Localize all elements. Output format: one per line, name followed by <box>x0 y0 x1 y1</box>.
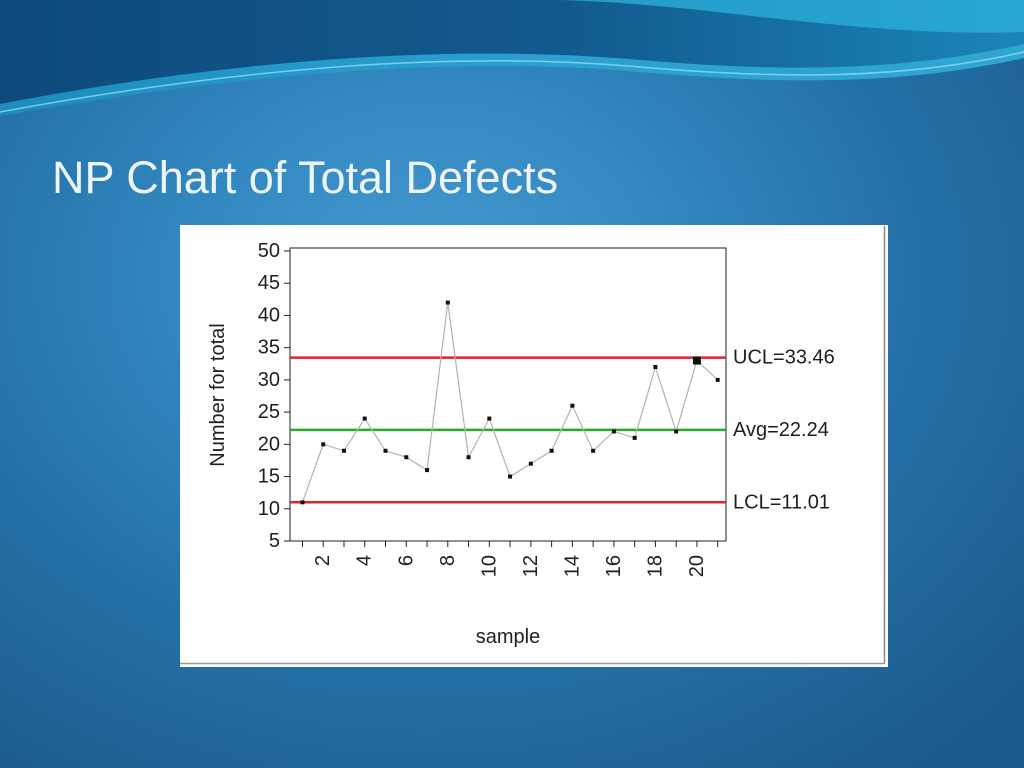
data-point <box>591 448 596 453</box>
data-point <box>508 474 513 479</box>
y-tick-label: 50 <box>258 240 280 262</box>
data-point <box>321 442 326 447</box>
data-point <box>611 429 616 434</box>
x-tick-label: 18 <box>644 555 666 577</box>
lcl-label: LCL=11.01 <box>733 491 830 513</box>
data-point <box>383 448 388 453</box>
slide-title: NP Chart of Total Defects <box>52 152 559 203</box>
y-tick-label: 30 <box>258 369 280 391</box>
data-point <box>300 500 305 505</box>
highlighted-data-point <box>692 356 701 365</box>
y-tick-label: 35 <box>258 337 280 359</box>
y-tick-label: 10 <box>258 498 280 520</box>
x-tick-label: 6 <box>395 555 417 566</box>
data-point <box>487 416 492 421</box>
data-point <box>674 429 679 434</box>
data-point <box>653 365 658 369</box>
data-point <box>466 455 471 460</box>
data-point <box>404 455 409 460</box>
data-point <box>425 468 430 473</box>
data-point <box>445 300 450 305</box>
y-tick-label: 40 <box>258 304 280 326</box>
data-point <box>632 435 637 440</box>
y-tick-label: 5 <box>269 530 280 552</box>
x-tick-label: 8 <box>437 555 459 566</box>
x-tick-label: 4 <box>354 555 376 566</box>
x-tick-label: 14 <box>561 555 583 577</box>
y-tick-label: 25 <box>258 401 280 423</box>
np-chart: Number for total sample 5 10 15 20 25 30 35 40 4… <box>180 225 888 667</box>
x-tick-label: 16 <box>603 555 625 577</box>
plot-frame <box>289 247 727 542</box>
data-point <box>341 448 346 453</box>
y-tick-label: 15 <box>258 466 280 488</box>
x-tick-label: 2 <box>312 555 334 566</box>
data-point <box>362 416 367 421</box>
data-point <box>549 448 554 453</box>
header-wave-decoration <box>0 0 1024 116</box>
data-point <box>570 403 575 408</box>
data-point <box>528 461 533 466</box>
y-axis-label: Number for total <box>207 323 229 466</box>
wave-line <box>0 51 1024 113</box>
data-point <box>715 377 720 382</box>
chart-background <box>180 225 888 667</box>
x-axis-label: sample <box>476 626 540 648</box>
x-tick-label: 20 <box>686 555 708 577</box>
y-tick-label: 20 <box>258 433 280 455</box>
center-label: Avg=22.24 <box>733 419 829 441</box>
x-tick-label: 10 <box>478 555 500 577</box>
ucl-label: UCL=33.46 <box>733 347 835 369</box>
y-tick-label: 45 <box>258 272 280 294</box>
wave-band-dark <box>0 0 1024 104</box>
wave-highlight-top-right <box>560 0 1024 33</box>
x-tick-label: 12 <box>520 555 542 577</box>
